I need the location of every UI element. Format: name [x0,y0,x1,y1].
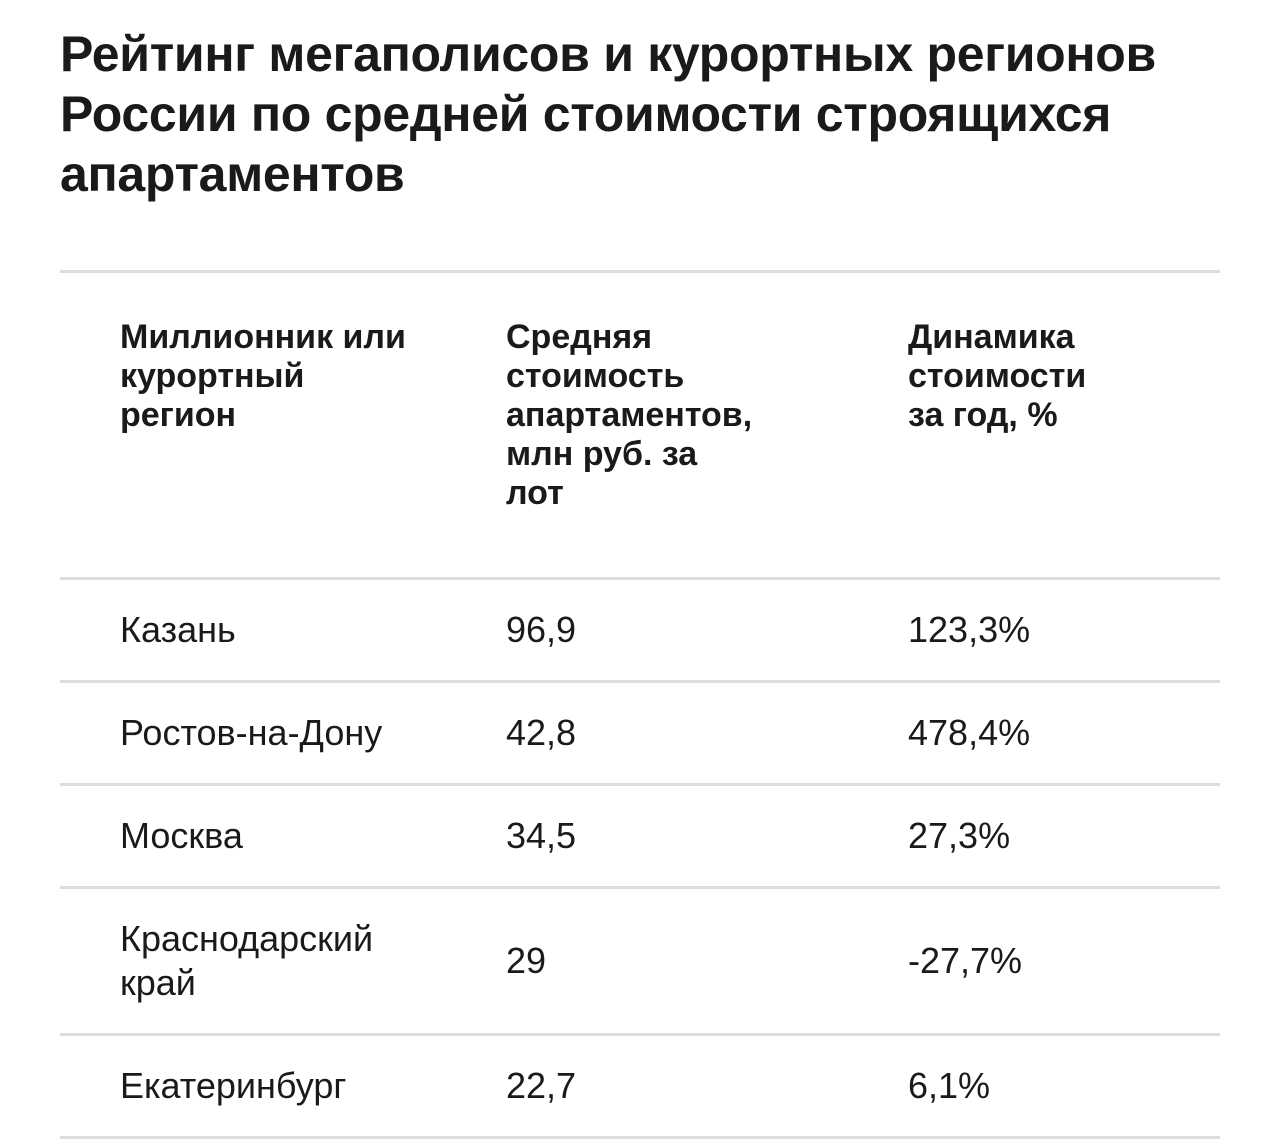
table-cell: 27,3% [908,815,1011,856]
table-cell: Екатеринбург [120,1065,347,1106]
table: Миллионник или курортный регион Средняя с… [60,270,1220,1139]
table-row: Екатеринбург 22,7 6,1% [60,1036,1220,1139]
table-row: Казань 96,9 123,3% [60,580,1220,683]
table-cell: Казань [120,609,236,650]
table-row: Москва 34,5 27,3% [60,786,1220,889]
table-cell: 96,9 [506,609,577,650]
table-cell: -27,7% [908,940,1023,981]
table-cell: 29 [506,940,547,981]
table-cell: 42,8 [506,712,577,753]
table-cell: 6,1% [908,1065,991,1106]
table-cell: 34,5 [506,815,577,856]
table-cell: 123,3% [908,609,1031,650]
column-header: Средняя стоимость апартаментов, млн руб.… [506,318,753,512]
table-row: Краснодарский край 29 -27,7% [60,889,1220,1036]
table-cell: Ростов-на-Дону [120,712,383,753]
table-cell: 22,7 [506,1065,577,1106]
table-cell: 478,4% [908,712,1031,753]
column-header: Динамика стоимости за год, % [908,318,1087,434]
column-header: Миллионник или курортный регион [120,318,406,434]
title: Рейтинг мегаполисов и курортных регионов… [60,26,1156,202]
header-row: Миллионник или курортный регион Средняя с… [60,273,1220,580]
table-cell: Краснодарский край [120,918,374,1003]
table-row: Ростов-на-Дону 42,8 478,4% [60,683,1220,786]
table-cell: Москва [120,815,243,856]
